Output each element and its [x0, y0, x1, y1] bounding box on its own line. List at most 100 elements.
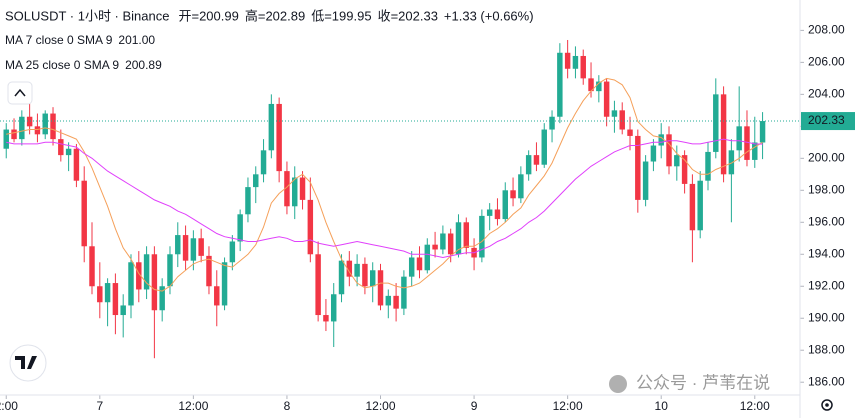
candle-body — [26, 116, 33, 127]
x-tick-label: 9 — [471, 399, 478, 413]
candle-body — [627, 129, 633, 136]
candle-body — [440, 233, 446, 250]
ohlc-label: 高= — [245, 8, 266, 23]
last-price-label: 202.33 — [808, 113, 845, 127]
candle-body — [292, 177, 298, 207]
legend-name: MA 25 close 0 SMA 9 — [5, 58, 119, 72]
last-price-tag — [801, 112, 855, 131]
candle-body — [198, 238, 204, 256]
ohlc-label: 低= — [311, 8, 332, 23]
candle-body — [674, 155, 680, 167]
y-tick-label: 194.00 — [808, 246, 845, 260]
candle-body — [432, 244, 438, 250]
candle-body — [276, 103, 282, 172]
candle-body — [479, 215, 485, 258]
candle-body — [518, 174, 524, 199]
y-tick-label: 206.00 — [808, 55, 845, 69]
candle-body — [190, 238, 197, 261]
candle-body — [253, 174, 259, 188]
candle-body — [42, 113, 48, 135]
candle-body — [245, 187, 251, 215]
x-tick-label: 7 — [96, 399, 103, 413]
candle-body — [596, 81, 602, 92]
candle-body — [510, 190, 516, 199]
candle-body — [752, 142, 758, 160]
y-tick-label: 208.00 — [808, 23, 845, 37]
collapse-button[interactable] — [7, 81, 33, 105]
candle-body — [182, 235, 189, 261]
candle-body — [736, 126, 742, 151]
candle-body — [486, 209, 493, 216]
legend: MA 7 close 0 SMA 9 201.00 MA 25 close 0 SM… — [5, 33, 162, 72]
candle-body — [58, 139, 64, 156]
candle-body — [97, 286, 103, 303]
candle-body — [143, 254, 150, 290]
candle-body — [299, 177, 306, 200]
candle-body — [393, 295, 399, 309]
ohlc-label: 开= — [178, 8, 199, 23]
candle-body — [588, 78, 594, 92]
legend-value: 201.00 — [118, 33, 155, 47]
candle-body — [284, 171, 290, 207]
candle-body — [89, 246, 95, 287]
candle-body — [658, 134, 664, 146]
candle-body — [502, 190, 508, 220]
candle-body — [455, 222, 462, 255]
settings-icon[interactable] — [821, 399, 833, 411]
candle-body — [315, 254, 321, 316]
ma-line — [6, 138, 763, 259]
change: +1.33 (+0.66%) — [444, 8, 534, 23]
candle-body — [650, 145, 657, 162]
candle-body — [713, 94, 719, 152]
x-tick-label: 12:00 — [740, 399, 770, 413]
candle-body — [136, 262, 142, 290]
y-tick-label: 200.00 — [808, 150, 845, 164]
ohlc-value: 202.89 — [265, 8, 305, 23]
candle-body — [681, 155, 688, 184]
x-tick-label: 12:00 — [553, 399, 583, 413]
candle-body — [338, 260, 345, 295]
ohlc-value: 200.99 — [199, 8, 239, 23]
y-tick-label: 192.00 — [808, 278, 845, 292]
symbol: SOLUSDT · 1小时 · Binance — [5, 8, 169, 23]
candle-body — [151, 254, 158, 311]
x-tick-label: 10 — [655, 399, 669, 413]
candle-body — [19, 116, 25, 140]
candle-body — [323, 315, 329, 322]
candle-body — [11, 129, 17, 140]
candle-body — [494, 209, 501, 220]
candle-body — [697, 180, 703, 231]
candle-body — [112, 283, 119, 316]
candle-body — [635, 135, 641, 200]
candle-body — [34, 126, 41, 135]
y-tick-label: 188.00 — [808, 342, 845, 356]
plot-area — [0, 29, 804, 399]
candle-body — [385, 295, 392, 306]
y-tick-label: 204.00 — [808, 87, 845, 101]
ohlc-value: 202.33 — [398, 8, 438, 23]
y-tick-label: 190.00 — [808, 310, 845, 324]
watermark-icon — [609, 375, 627, 393]
candle-body — [463, 222, 470, 248]
y-tick-label: 186.00 — [808, 374, 845, 388]
ohlc-value: 199.95 — [332, 8, 372, 23]
header: SOLUSDT · 1小时 · Binance 开= 200.99 高= 202.89… — [5, 8, 534, 23]
candle-body — [580, 55, 586, 79]
candle-body — [728, 150, 735, 175]
watermark: 公众号 · 芦苇在说 — [636, 373, 770, 392]
legend-name: MA 7 close 0 SMA 9 — [5, 33, 113, 47]
candle-body — [237, 214, 243, 242]
ohlc-label: 收= — [378, 8, 399, 23]
x-tick-label: 12:00 — [178, 399, 208, 413]
candle-body — [666, 134, 672, 167]
ma-line — [6, 77, 763, 292]
candle-body — [81, 180, 87, 247]
candle-body — [369, 270, 376, 287]
y-tick-label: 198.00 — [808, 182, 845, 196]
candle-body — [705, 151, 711, 181]
tv-logo — [9, 344, 47, 382]
candle-body — [549, 116, 555, 130]
candle-body — [354, 263, 360, 277]
candle-body — [3, 129, 9, 149]
